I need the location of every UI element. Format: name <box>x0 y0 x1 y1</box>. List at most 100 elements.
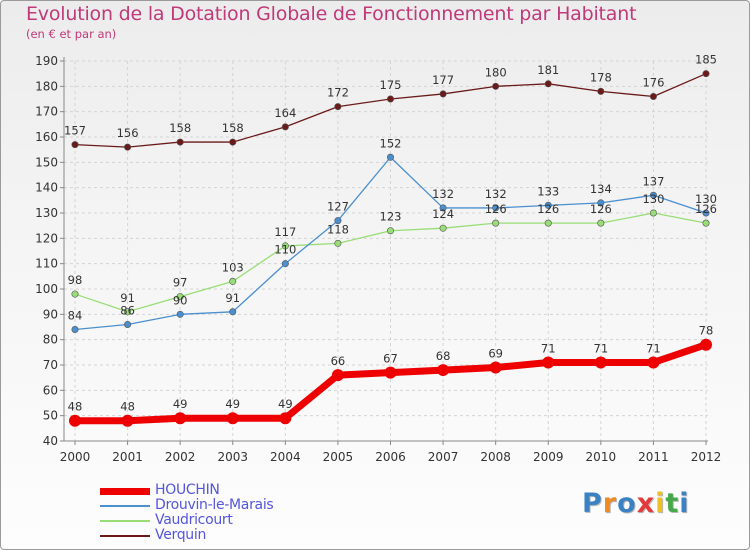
data-point-verquin <box>439 90 447 98</box>
data-point-vaudricourt <box>544 219 552 227</box>
data-label-drouvin-le-marais: 137 <box>642 174 664 188</box>
logo-letter: t <box>665 488 680 519</box>
data-point-drouvin-le-marais <box>71 326 79 334</box>
data-label-houchin: 71 <box>594 341 609 355</box>
data-point-houchin <box>384 366 397 379</box>
data-point-drouvin-le-marais <box>334 217 342 225</box>
data-point-houchin <box>121 414 134 427</box>
data-point-houchin <box>279 412 292 425</box>
x-tick-label: 2004 <box>270 450 301 464</box>
x-tick-label: 2000 <box>60 450 91 464</box>
data-point-drouvin-le-marais <box>702 209 710 217</box>
data-point-verquin <box>229 138 237 146</box>
data-point-drouvin-le-marais <box>439 204 447 212</box>
data-point-houchin <box>647 356 660 369</box>
data-label-drouvin-le-marais: 152 <box>380 136 402 150</box>
data-label-verquin: 180 <box>485 65 507 79</box>
data-label-houchin: 49 <box>278 397 293 411</box>
data-label-houchin: 67 <box>383 352 398 366</box>
data-label-drouvin-le-marais: 132 <box>432 187 454 201</box>
data-label-vaudricourt: 103 <box>222 260 244 274</box>
x-tick-label: 2012 <box>691 450 722 464</box>
data-label-drouvin-le-marais: 127 <box>327 200 349 214</box>
data-label-drouvin-le-marais: 84 <box>68 309 83 323</box>
data-point-houchin <box>700 338 712 351</box>
data-label-vaudricourt: 118 <box>327 222 349 236</box>
y-tick-label: 120 <box>35 231 58 245</box>
data-point-vaudricourt <box>334 239 342 247</box>
logo-letter: i <box>655 488 666 519</box>
data-point-drouvin-le-marais <box>386 153 394 161</box>
data-label-vaudricourt: 97 <box>173 276 188 290</box>
grid-lines <box>64 60 708 442</box>
data-point-houchin <box>69 414 81 427</box>
data-point-verquin <box>702 70 710 78</box>
data-label-vaudricourt: 123 <box>380 210 402 224</box>
data-label-vaudricourt: 126 <box>590 202 612 216</box>
y-tick-label: 130 <box>35 206 58 220</box>
legend-label: Verquin <box>155 527 207 543</box>
data-point-vaudricourt <box>386 227 394 235</box>
logo-letter: P <box>582 488 603 519</box>
data-point-houchin <box>174 412 187 425</box>
y-tick-label: 40 <box>43 434 58 448</box>
data-point-verquin <box>71 141 79 149</box>
data-point-houchin <box>542 356 555 369</box>
data-point-verquin <box>492 82 500 90</box>
data-point-drouvin-le-marais <box>281 260 289 268</box>
y-tick-label: 190 <box>35 54 58 68</box>
data-label-vaudricourt: 117 <box>274 225 296 239</box>
data-point-vaudricourt <box>702 219 710 227</box>
y-tick-label: 160 <box>35 130 58 144</box>
data-label-houchin: 71 <box>541 341 556 355</box>
data-point-verquin <box>281 123 289 131</box>
y-tick-label: 110 <box>35 257 58 271</box>
data-label-verquin: 176 <box>642 75 664 89</box>
data-point-verquin <box>649 92 657 100</box>
data-point-drouvin-le-marais <box>492 204 500 212</box>
data-label-vaudricourt: 126 <box>537 202 559 216</box>
data-point-verquin <box>544 80 552 88</box>
data-label-vaudricourt: 130 <box>642 192 664 206</box>
x-tick-label: 2008 <box>480 450 511 464</box>
data-label-drouvin-le-marais: 133 <box>537 184 559 198</box>
logo-letter: o <box>617 488 637 519</box>
legend-swatch <box>100 487 150 495</box>
data-label-houchin: 48 <box>120 400 135 414</box>
data-point-drouvin-le-marais <box>649 191 657 199</box>
data-label-verquin: 158 <box>222 121 244 135</box>
data-point-verquin <box>334 103 342 111</box>
y-tick-label: 70 <box>43 358 58 372</box>
data-label-drouvin-le-marais: 132 <box>485 187 507 201</box>
data-point-drouvin-le-marais <box>544 201 552 209</box>
data-label-houchin: 49 <box>225 397 240 411</box>
data-label-verquin: 158 <box>169 121 191 135</box>
y-tick-label: 60 <box>43 383 58 397</box>
data-point-verquin <box>386 95 394 103</box>
data-label-drouvin-le-marais: 91 <box>225 291 240 305</box>
data-label-drouvin-le-marais: 130 <box>695 192 717 206</box>
data-label-verquin: 177 <box>432 73 454 87</box>
axes: 4050607080901001101201301401501601701801… <box>35 54 721 464</box>
data-point-vaudricourt <box>492 219 500 227</box>
data-label-verquin: 178 <box>590 70 612 84</box>
data-label-houchin: 71 <box>646 341 661 355</box>
data-label-verquin: 181 <box>537 63 559 77</box>
y-tick-label: 170 <box>35 105 58 119</box>
data-point-drouvin-le-marais <box>597 199 605 207</box>
data-label-houchin: 78 <box>699 324 714 338</box>
data-point-drouvin-le-marais <box>124 320 132 328</box>
series-layer <box>69 70 712 427</box>
data-label-houchin: 49 <box>173 397 188 411</box>
data-label-houchin: 48 <box>68 400 83 414</box>
x-tick-label: 2002 <box>165 450 196 464</box>
data-label-verquin: 175 <box>380 78 402 92</box>
data-point-vaudricourt <box>281 242 289 250</box>
x-tick-label: 2003 <box>217 450 248 464</box>
data-point-vaudricourt <box>649 209 657 217</box>
data-label-verquin: 164 <box>274 106 296 120</box>
proxiti-logo: Proxiti <box>582 488 690 519</box>
data-label-drouvin-le-marais: 86 <box>120 303 135 317</box>
data-label-verquin: 156 <box>117 126 139 140</box>
